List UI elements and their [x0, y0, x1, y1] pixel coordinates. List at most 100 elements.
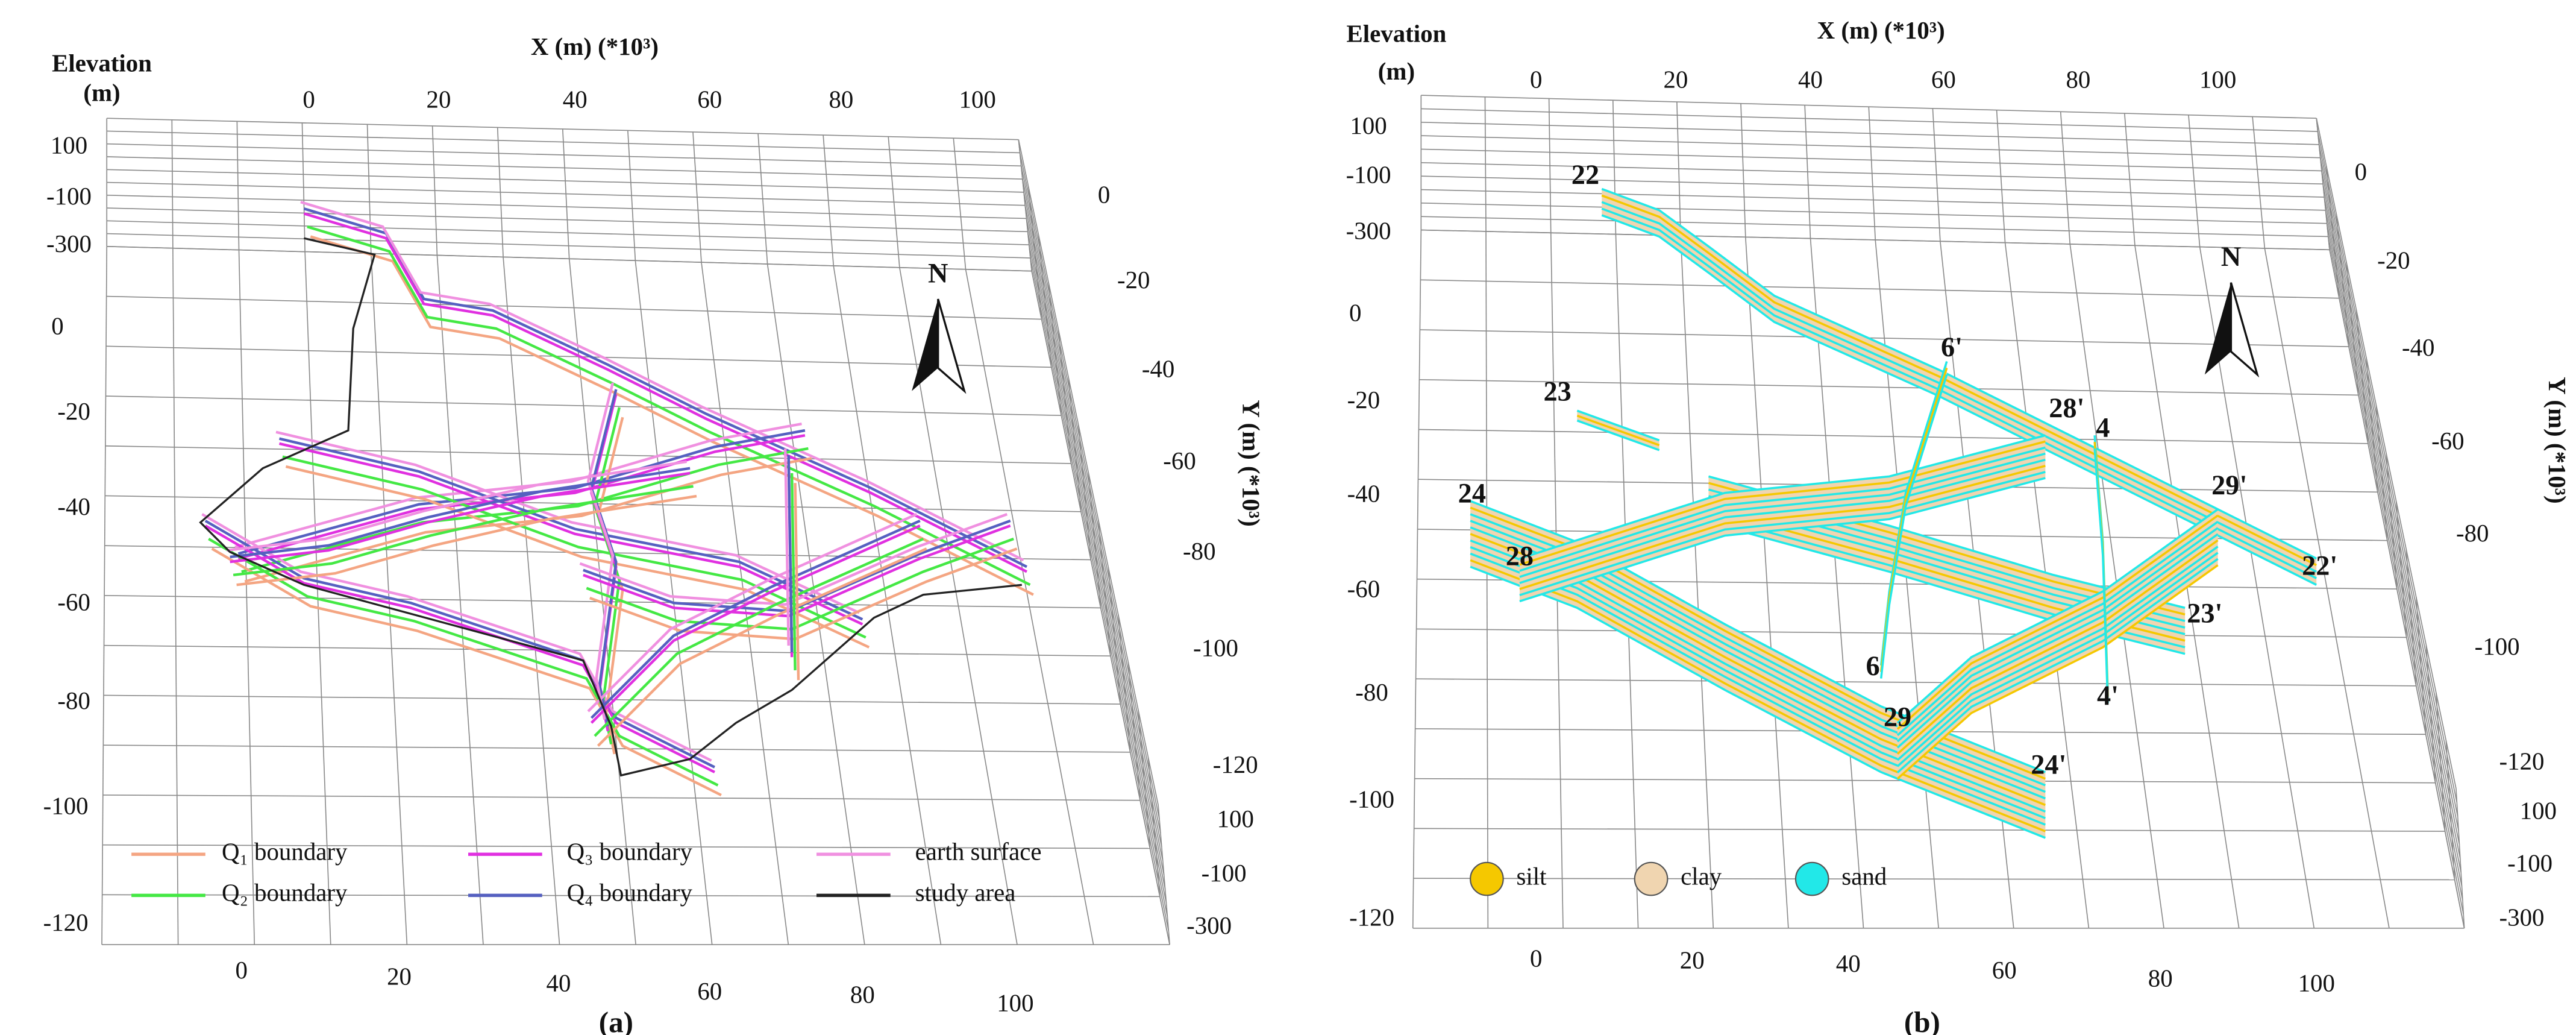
x-tick-label: 60	[697, 86, 722, 113]
left-tick-label: -80	[57, 687, 90, 714]
grid-line	[1485, 231, 1489, 928]
left-tick-label: -60	[57, 588, 90, 615]
boundary-line	[244, 457, 812, 583]
right-tick-label: -40	[1142, 355, 1175, 382]
boundary-line	[211, 547, 722, 797]
north-label: N	[928, 259, 948, 289]
boundary-line	[278, 442, 863, 626]
fence-layer	[1896, 558, 2219, 773]
boundary-line	[586, 382, 615, 720]
grid-line	[366, 124, 372, 254]
fence-layer	[1708, 521, 2186, 655]
x-tick-label: 100	[997, 989, 1033, 1016]
x-tick-label: 100	[2298, 970, 2335, 997]
boundary-line	[579, 513, 1008, 606]
boundary-line	[241, 447, 809, 573]
right-tick-label: -80	[2456, 520, 2489, 547]
boundary-line	[307, 225, 1031, 587]
grid-line	[2386, 453, 2398, 590]
right-tick-label: -20	[1117, 266, 1150, 294]
left-tick-label: -100	[1346, 162, 1391, 189]
grid-line	[888, 136, 900, 268]
x-tick-label: 40	[1798, 66, 1823, 93]
boundary-line	[300, 201, 1024, 562]
x-tick-label: 80	[850, 981, 875, 1008]
grid-line	[2124, 113, 2136, 246]
grid-line	[1118, 615, 1131, 752]
grid-line	[1932, 108, 1941, 242]
x-tick-label: 60	[1992, 957, 2017, 984]
section-label: 4	[2096, 413, 2110, 444]
grid-line	[1108, 567, 1121, 705]
grid-line	[1038, 234, 1052, 368]
right-tick-label: 100	[2520, 797, 2557, 824]
fence-layer	[1601, 201, 2317, 573]
left-tick-label: 0	[51, 312, 63, 339]
x-tick-label: 0	[1530, 66, 1542, 93]
grid-line	[965, 269, 1094, 945]
grid-line	[1068, 377, 1082, 512]
fence-layer	[1896, 539, 2219, 755]
fence-layer	[1576, 414, 1660, 447]
left-tick-label: -100	[1349, 785, 1394, 813]
left-tick-label: -80	[1355, 679, 1388, 706]
fence-layer	[1896, 564, 2219, 780]
elevation-title: Elevation	[1347, 20, 1447, 47]
fence-layer	[1519, 459, 2046, 584]
fence-layer	[1601, 194, 2317, 567]
fence-layer	[1576, 420, 1660, 451]
section-label: 6'	[1941, 332, 1963, 363]
section-label: 22	[1572, 160, 1599, 190]
right-tick-label: -100	[1202, 860, 1247, 887]
left-tick-label: -300	[46, 230, 92, 257]
boundary-line	[230, 467, 691, 559]
left-tick-label: 100	[51, 132, 87, 159]
grid-line	[1680, 235, 1714, 928]
fence-layer	[1519, 440, 2046, 566]
right-tick-label: -300	[1186, 912, 1232, 939]
elevation-unit: (m)	[1378, 58, 1415, 85]
right-tick-label: -20	[2377, 247, 2410, 274]
grid-line	[1088, 472, 1102, 608]
grid-line	[2445, 740, 2455, 880]
north-arrow	[912, 299, 938, 391]
fence-layer	[1896, 552, 2219, 767]
caption: (b)	[1904, 1005, 1940, 1035]
fence-layer	[1519, 434, 2046, 560]
x-tick-label: 40	[563, 86, 588, 113]
x-tick-label: 20	[387, 963, 412, 990]
grid-line	[2346, 262, 2359, 395]
x-tick-label: 80	[2148, 964, 2173, 992]
grid-line	[2336, 214, 2349, 347]
y-axis-title: Y (m) (*10³)	[1238, 400, 1265, 526]
boundary-line	[275, 430, 860, 614]
section-label: 24	[1458, 479, 1486, 509]
x-tick-label: 20	[427, 86, 451, 113]
fence-layer	[1576, 409, 1660, 442]
x-tick-label: 100	[2199, 66, 2236, 93]
fence-layer	[1896, 527, 2219, 743]
grid-line	[1018, 139, 1032, 271]
fence-layer	[1879, 374, 1948, 679]
grid-line	[1058, 329, 1072, 464]
north-arrow	[937, 298, 967, 394]
right-tick-label: -60	[1163, 447, 1196, 474]
grid-line	[497, 127, 504, 257]
fence-layer	[2093, 448, 2109, 703]
elevation-title: Elevation	[52, 49, 152, 77]
caption: (a)	[599, 1005, 633, 1035]
grid-line	[1127, 662, 1141, 801]
x-tick-label: 40	[1836, 950, 1861, 977]
legend-label: Q₁ boundary	[222, 838, 348, 866]
right-tick-label: -40	[2402, 334, 2435, 361]
left-tick-label: -120	[1349, 904, 1394, 931]
north-arrow	[2204, 282, 2231, 375]
north-label: N	[2221, 242, 2241, 272]
grid-line	[503, 257, 560, 945]
grid-line	[2366, 357, 2378, 492]
right-tick-label: 100	[1217, 805, 1254, 832]
grid-line	[2415, 597, 2427, 735]
grid-line	[1676, 101, 1681, 236]
grid-line	[1484, 96, 1487, 231]
grid-line	[431, 125, 438, 256]
